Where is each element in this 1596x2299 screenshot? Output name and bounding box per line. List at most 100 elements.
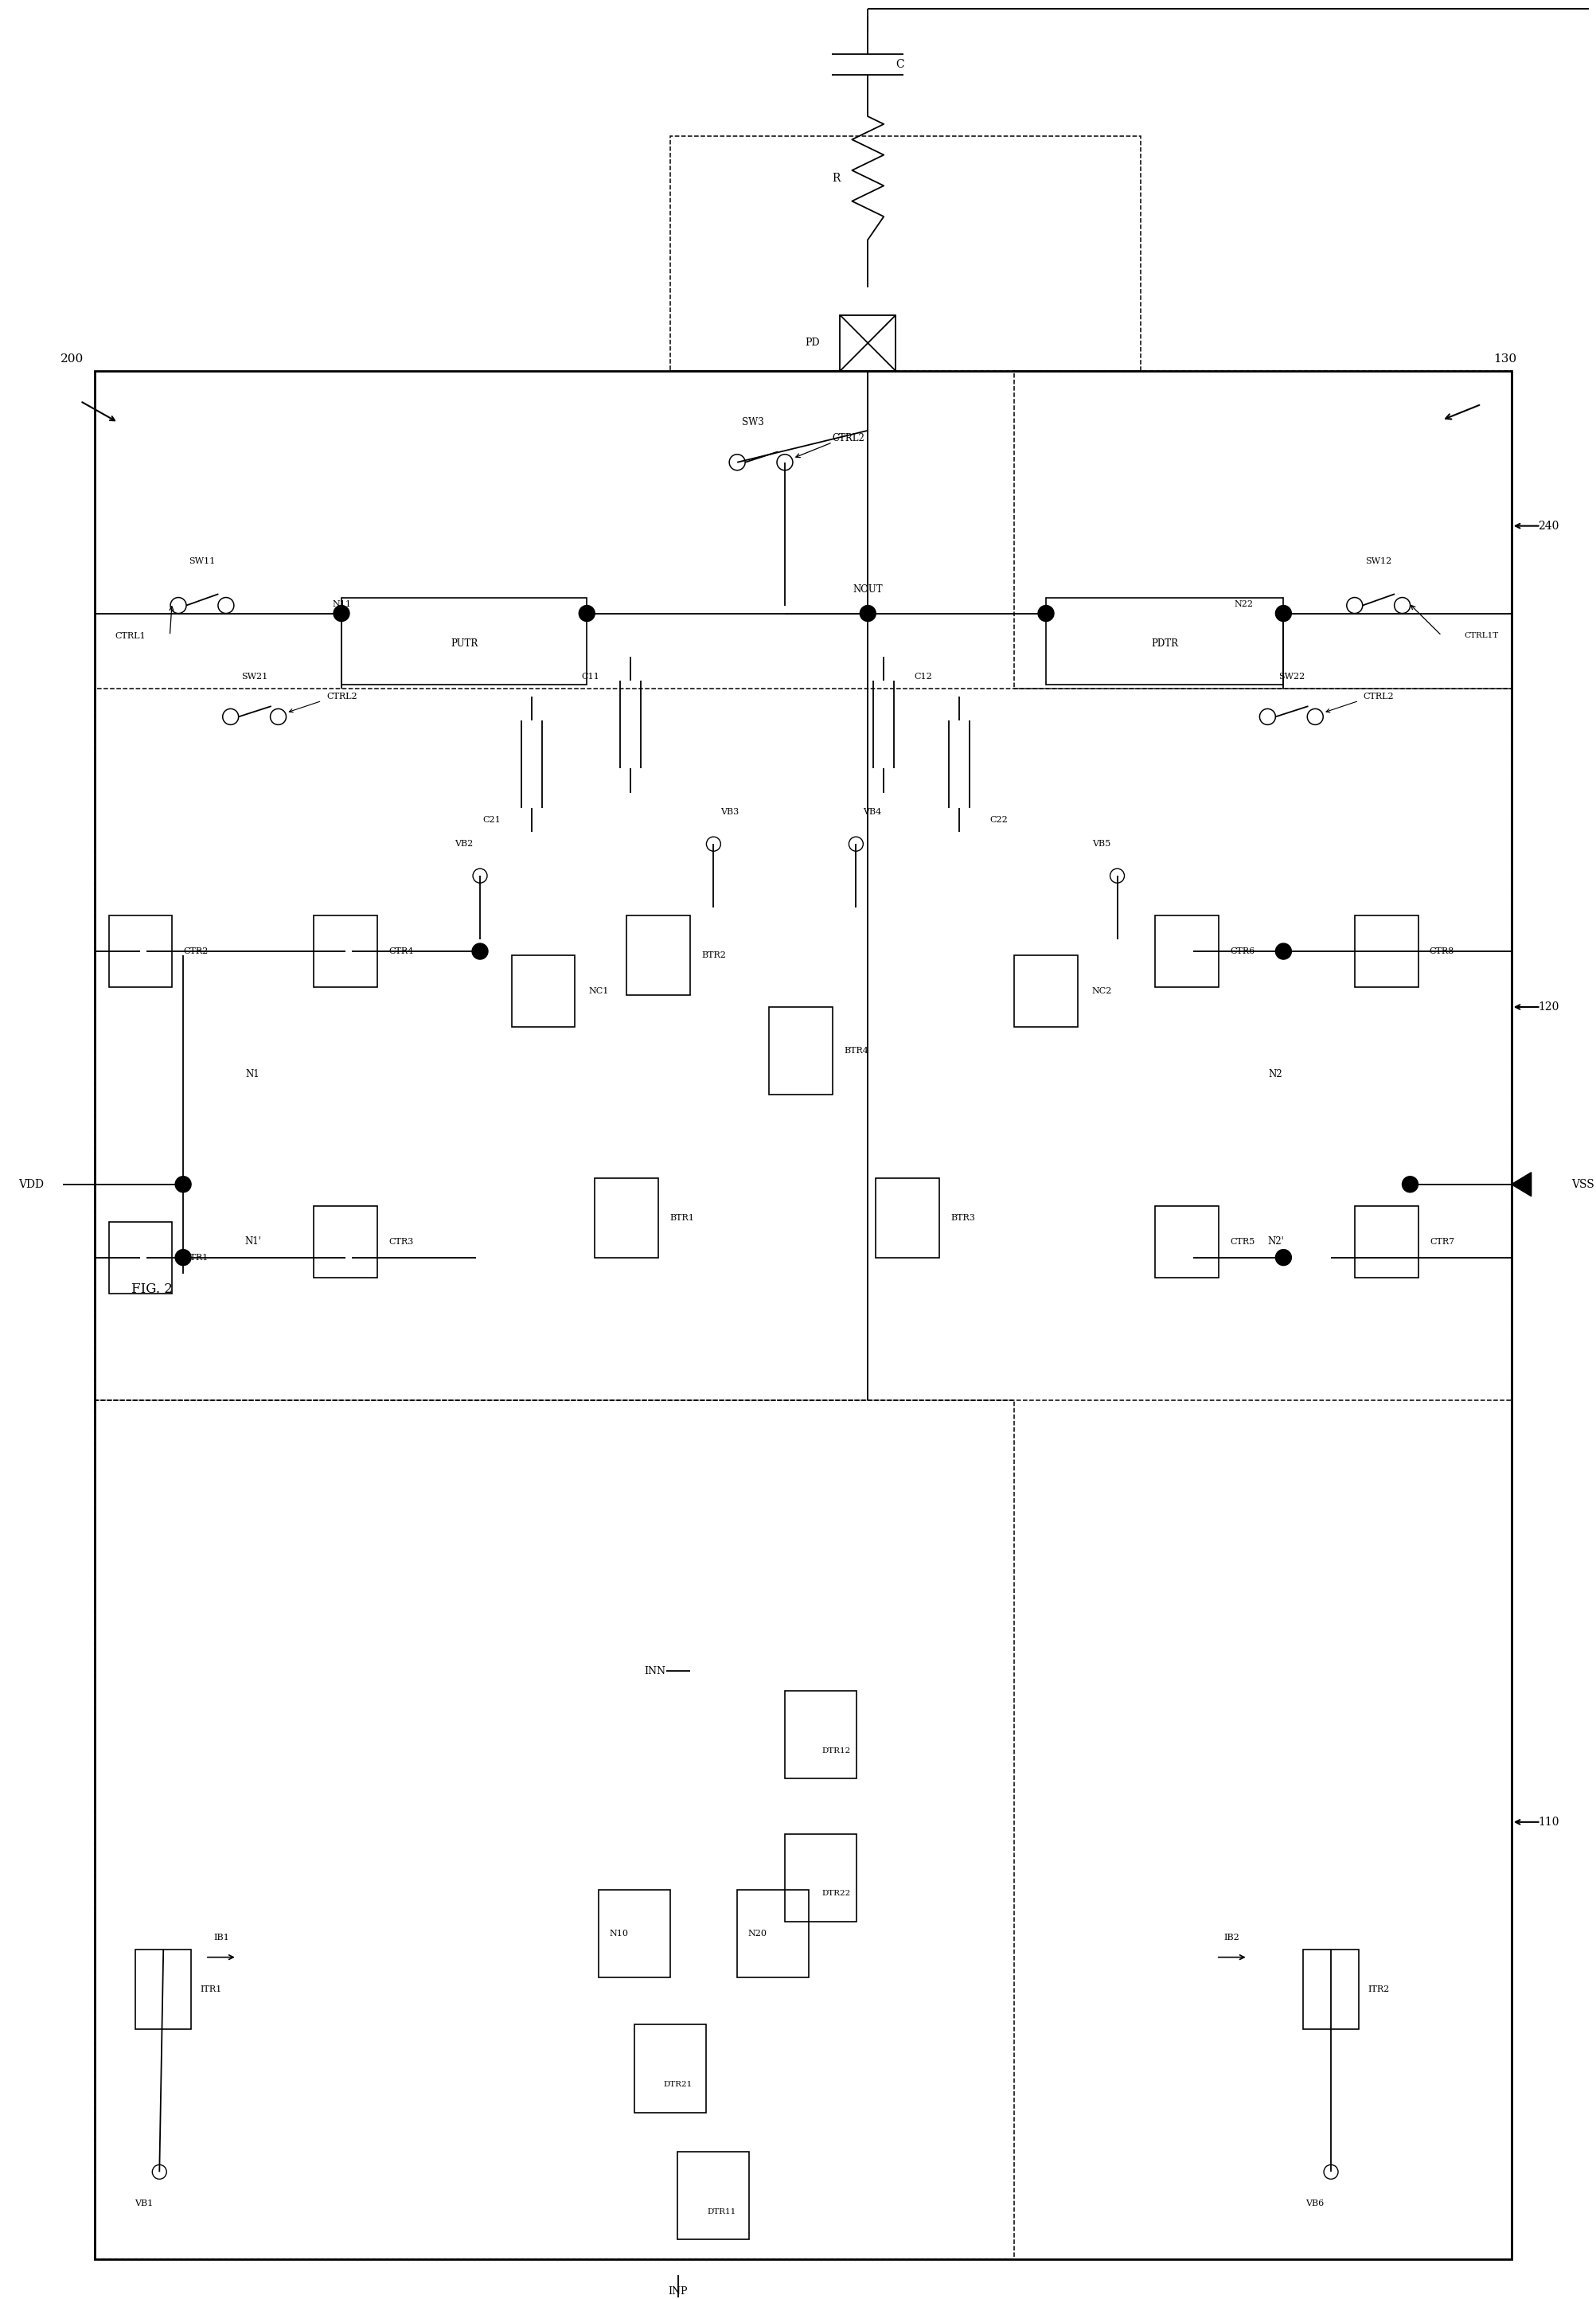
Text: INN: INN [645,1667,666,1676]
Circle shape [1275,943,1291,959]
Text: 200: 200 [61,354,85,366]
Text: N22: N22 [1234,600,1253,607]
Bar [670,136,1141,370]
Circle shape [1037,605,1053,621]
Text: CTRL2: CTRL2 [326,692,358,701]
Text: 130: 130 [1492,354,1516,366]
Text: CTRL2: CTRL2 [1363,692,1393,701]
Bar [784,1835,855,1922]
Text: 110: 110 [1537,1816,1558,1828]
Text: PUTR: PUTR [450,639,477,648]
Bar [737,1890,808,1977]
Bar [109,1221,172,1294]
Bar [342,598,587,685]
Text: 240: 240 [1537,520,1558,531]
Text: C11: C11 [581,674,600,681]
Bar [594,1177,658,1258]
Text: CTR6: CTR6 [1229,947,1254,956]
Text: VSS: VSS [1570,1179,1593,1191]
Bar [109,915,172,986]
Bar [1154,915,1218,986]
Text: DTR11: DTR11 [707,2207,736,2216]
Text: CTRL1T: CTRL1T [1464,632,1497,639]
Circle shape [579,605,595,621]
Text: DTR12: DTR12 [822,1747,851,1754]
Bar [313,915,377,986]
Text: VB6: VB6 [1306,2200,1323,2207]
Bar [1045,598,1283,685]
Polygon shape [1511,1172,1531,1195]
Text: ITR1: ITR1 [200,1984,222,1993]
Circle shape [472,943,488,959]
Text: VB4: VB4 [862,809,881,816]
Text: VB2: VB2 [455,839,472,848]
Bar [784,1690,855,1779]
Text: C21: C21 [482,816,501,825]
Bar [1302,1950,1358,2030]
Text: CTR7: CTR7 [1428,1237,1454,1246]
Bar [1013,954,1077,1028]
Text: CTR1: CTR1 [184,1253,209,1262]
Text: INP: INP [667,2285,688,2297]
Circle shape [1275,1248,1291,1264]
Circle shape [1401,1177,1417,1193]
Text: N2': N2' [1267,1237,1283,1246]
Text: N10: N10 [608,1929,627,1938]
Bar [1353,915,1417,986]
Text: ITR2: ITR2 [1368,1984,1389,1993]
Text: CTR4: CTR4 [388,947,413,956]
Text: DTR21: DTR21 [664,2081,693,2087]
Text: 120: 120 [1537,1002,1558,1012]
Text: VB1: VB1 [134,2200,153,2207]
Text: PD: PD [804,338,819,347]
Text: DTR22: DTR22 [822,1890,851,1897]
Text: CTR8: CTR8 [1428,947,1454,956]
Text: SW3: SW3 [742,416,764,428]
Bar [598,1890,670,1977]
Bar [94,1400,1013,2260]
Circle shape [860,605,875,621]
Bar [634,2025,705,2113]
Text: CTR3: CTR3 [388,1237,413,1246]
Text: CTRL1: CTRL1 [115,632,145,639]
Text: N1: N1 [246,1069,260,1081]
Circle shape [1275,605,1291,621]
Text: N2: N2 [1267,1069,1282,1081]
Text: CTR5: CTR5 [1229,1237,1254,1246]
Text: BTR4: BTR4 [843,1046,868,1055]
Text: SW12: SW12 [1365,559,1392,566]
Bar [626,915,689,995]
Bar [677,2152,749,2239]
Circle shape [334,605,350,621]
Bar [313,1205,377,1278]
Text: VB5: VB5 [1092,839,1111,848]
Text: SW22: SW22 [1277,674,1304,681]
Circle shape [176,1177,192,1193]
Text: NC1: NC1 [589,986,608,995]
Text: CTR2: CTR2 [184,947,209,956]
Text: SW21: SW21 [241,674,268,681]
Text: IB1: IB1 [214,1933,228,1940]
Text: C12: C12 [915,674,932,681]
Text: NC2: NC2 [1092,986,1111,995]
Text: IB2: IB2 [1224,1933,1238,1940]
Bar [1013,370,1511,690]
Text: BTR3: BTR3 [950,1214,975,1221]
Text: C22: C22 [990,816,1007,825]
Text: N1': N1' [244,1237,262,1246]
Bar [94,690,1511,1400]
Text: NOUT: NOUT [852,584,883,595]
Bar [511,954,575,1028]
Text: BTR1: BTR1 [669,1214,694,1221]
Text: CTRL2: CTRL2 [832,432,863,444]
Bar [839,315,895,370]
Text: R: R [832,172,839,184]
Text: N20: N20 [747,1929,766,1938]
Text: SW11: SW11 [188,559,215,566]
Bar [875,1177,938,1258]
Bar [94,370,1511,2260]
Bar [768,1007,832,1094]
Text: C: C [895,60,903,71]
Text: VB3: VB3 [720,809,739,816]
Text: VDD: VDD [18,1179,43,1191]
